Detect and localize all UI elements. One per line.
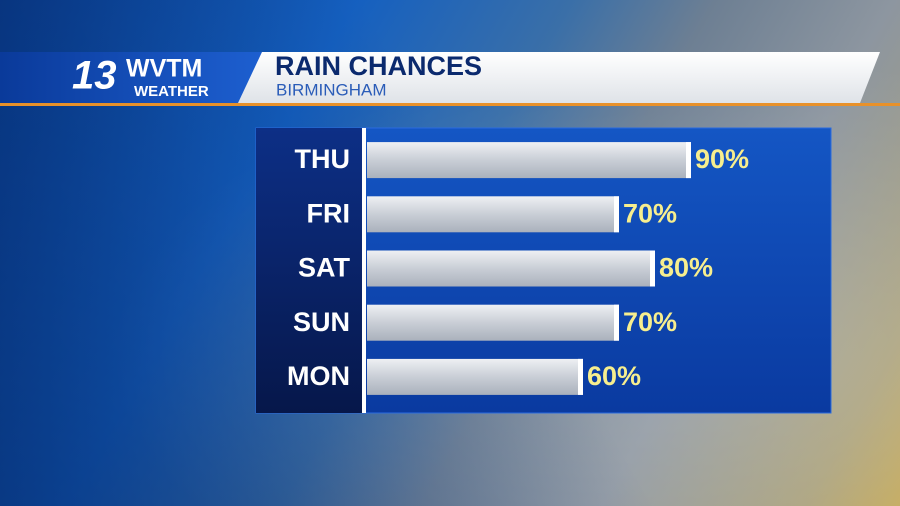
category-label: SUN	[293, 307, 350, 337]
value-label: 90%	[695, 144, 749, 174]
bar	[367, 196, 619, 233]
category-label: THU	[295, 144, 351, 174]
bar-cap	[614, 304, 619, 341]
category-label: FRI	[307, 198, 351, 228]
header-rule	[0, 103, 900, 106]
bar	[367, 304, 619, 341]
bar	[367, 358, 583, 395]
bar	[367, 250, 655, 287]
logo-name: WVTM	[126, 55, 202, 83]
bar-cap	[686, 142, 691, 179]
value-label: 70%	[623, 307, 677, 337]
value-label: 70%	[623, 198, 677, 228]
chart-title: RAIN CHANCES	[275, 51, 482, 81]
axis-line	[362, 128, 366, 413]
category-label: MON	[287, 361, 350, 391]
logo-tagline: WEATHER	[134, 83, 209, 100]
label-column	[256, 128, 362, 413]
bar-cap	[578, 358, 583, 395]
bar	[367, 142, 691, 179]
logo-number: 13	[72, 54, 117, 98]
category-label: SAT	[298, 253, 351, 283]
value-label: 60%	[587, 361, 641, 391]
chart-subtitle: BIRMINGHAM	[276, 80, 387, 99]
value-label: 80%	[659, 253, 713, 283]
bar-cap	[650, 250, 655, 287]
bar-cap	[614, 196, 619, 233]
logo-block	[0, 52, 262, 103]
